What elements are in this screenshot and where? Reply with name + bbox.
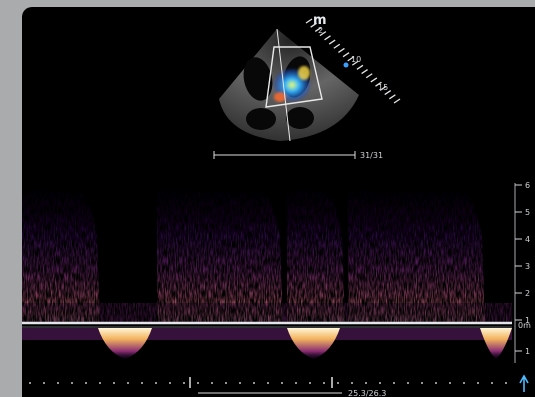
time-tick [239,382,241,384]
ultrasound-display: m 2 10 15 31/31 6 5 4 3 2 1 0m 1 25.3/26.3 [22,7,535,397]
echo-sector-view: m 2 10 15 [219,13,401,142]
velocity-label: 5 [525,208,530,217]
spectral-envelope [287,190,345,323]
depth-tick [342,52,350,58]
spectrum-floor [22,303,512,323]
time-tick [155,382,157,384]
time-tick [253,382,255,384]
time-tick [477,382,479,384]
depth-tick [328,39,336,45]
time-tick [365,382,367,384]
depth-tick [356,64,364,70]
time-tick [127,382,129,384]
reverse-flow-lobe [287,328,340,359]
time-tick [449,382,451,384]
reverse-flow-spectrum [22,328,512,359]
time-tick [421,382,423,384]
velocity-label: 1 [525,347,530,356]
time-tick [379,382,381,384]
time-tick [435,382,437,384]
time-tick [43,382,45,384]
time-tick [197,382,199,384]
focus-marker-icon [343,62,349,68]
velocity-label: 4 [525,235,530,244]
time-tick [407,382,409,384]
depth-tick [351,60,359,66]
spectral-envelope [348,190,485,323]
depth-tick [319,31,327,37]
depth-tick [347,56,355,62]
time-tick [309,382,311,384]
depth-label-15: 15 [378,83,388,92]
reverse-flow-band [22,328,512,340]
scale-up-arrow-icon [519,374,529,392]
time-tick [323,382,325,384]
caliper-top-value: 31/31 [360,151,383,160]
bottom-caliper: 25.3/26.3 [198,389,386,397]
velocity-label: 3 [525,262,530,271]
depth-tick [361,68,368,75]
doppler-spectrum [22,190,512,323]
reverse-flow-lobe [480,328,512,359]
spectral-doppler [22,177,512,397]
spectral-envelope [157,190,283,323]
time-tick [337,382,339,384]
depth-tick [389,94,396,100]
time-tick [491,382,493,384]
time-tick [211,382,213,384]
depth-tick [338,47,345,54]
velocity-label: 0m [518,321,531,330]
spectral-envelope [22,190,100,323]
depth-tick [333,43,341,49]
time-ruler [29,377,507,388]
depth-scale [305,18,401,104]
depth-tick [370,77,378,83]
depth-tick [305,18,313,24]
depth-tick [375,81,382,87]
probe-sub: 2 [318,26,323,35]
time-tick [85,382,87,384]
depth-tick [314,26,322,32]
doppler-cursor-line [276,28,291,142]
time-tick [393,382,395,384]
depth-tick [365,73,373,79]
depth-tick [379,85,387,91]
time-tick [141,382,143,384]
probe-mark: m [313,13,327,28]
time-tick [281,382,283,384]
velocity-label: 2 [525,289,530,298]
time-tick [29,382,31,384]
time-tick [463,382,465,384]
time-tick [57,382,59,384]
depth-tick [324,35,331,41]
depth-tick [310,22,317,28]
reverse-flow-lobe [98,328,152,359]
velocity-label: 1 [525,316,530,325]
time-tick [225,382,227,384]
time-tick [267,382,269,384]
depth-tick [393,98,401,104]
time-tick [183,382,185,384]
depth-tick [384,90,392,96]
time-tick [295,382,297,384]
velocity-label: 6 [525,181,530,190]
time-tick [505,382,507,384]
time-tick [351,382,353,384]
time-tick [169,382,171,384]
time-tick [71,382,73,384]
depth-label-10: 10 [351,55,361,64]
time-tick [99,382,101,384]
top-caliper: 31/31 [213,151,383,160]
caliper-bottom-value: 25.3/26.3 [348,389,386,397]
time-tick [113,382,115,384]
